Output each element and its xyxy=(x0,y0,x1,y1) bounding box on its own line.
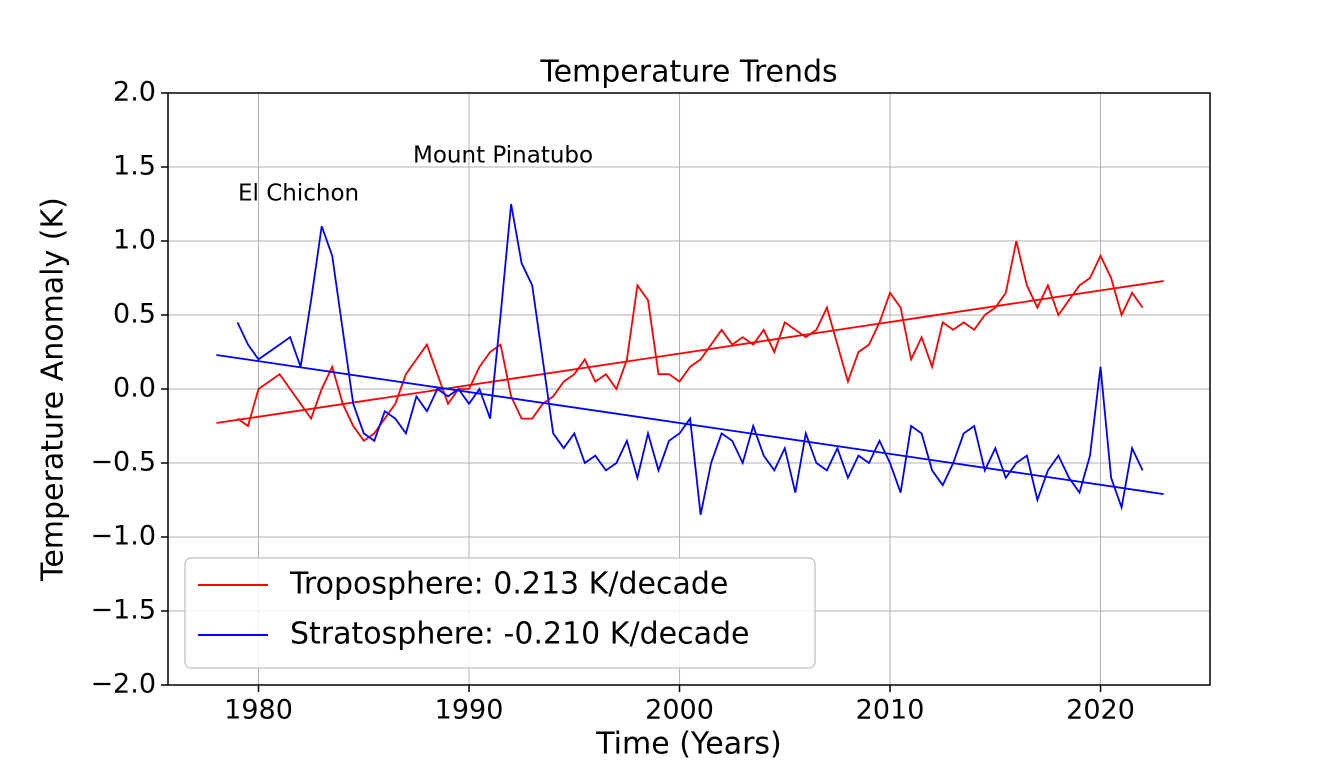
trend-line xyxy=(216,280,1164,424)
y-tick-label: 1.5 xyxy=(113,151,156,182)
x-tick-label: 2010 xyxy=(856,695,925,726)
y-tick-label: 1.0 xyxy=(113,225,156,256)
x-tick-label: 2000 xyxy=(645,695,714,726)
y-tick-label: 0.0 xyxy=(113,373,156,404)
y-axis-label: Temperature Anomaly (K) xyxy=(36,197,71,582)
annotation: El Chichon xyxy=(238,181,359,207)
chart-title: Temperature Trends xyxy=(539,55,837,90)
y-tick-label: 0.5 xyxy=(113,299,156,330)
plot-frame xyxy=(167,92,1211,686)
y-tick-label: 2.0 xyxy=(113,77,156,108)
y-tick-label: −2.0 xyxy=(90,669,156,700)
x-tick-label: 2020 xyxy=(1066,695,1135,726)
trend-line xyxy=(216,354,1164,495)
legend-label: Troposphere: 0.213 K/decade xyxy=(289,567,728,602)
y-tick-label: −1.5 xyxy=(90,595,156,626)
data-line xyxy=(236,203,1144,515)
y-tick-label: −0.5 xyxy=(90,447,156,478)
x-axis-label: Time (Years) xyxy=(595,727,782,762)
x-tick-label: 1980 xyxy=(224,695,293,726)
legend-label: Stratosphere: -0.210 K/decade xyxy=(290,617,749,652)
y-tick-label: −1.0 xyxy=(90,521,156,552)
annotation: Mount Pinatubo xyxy=(413,143,593,169)
x-tick-label: 1990 xyxy=(435,695,504,726)
legend-box xyxy=(184,557,816,669)
